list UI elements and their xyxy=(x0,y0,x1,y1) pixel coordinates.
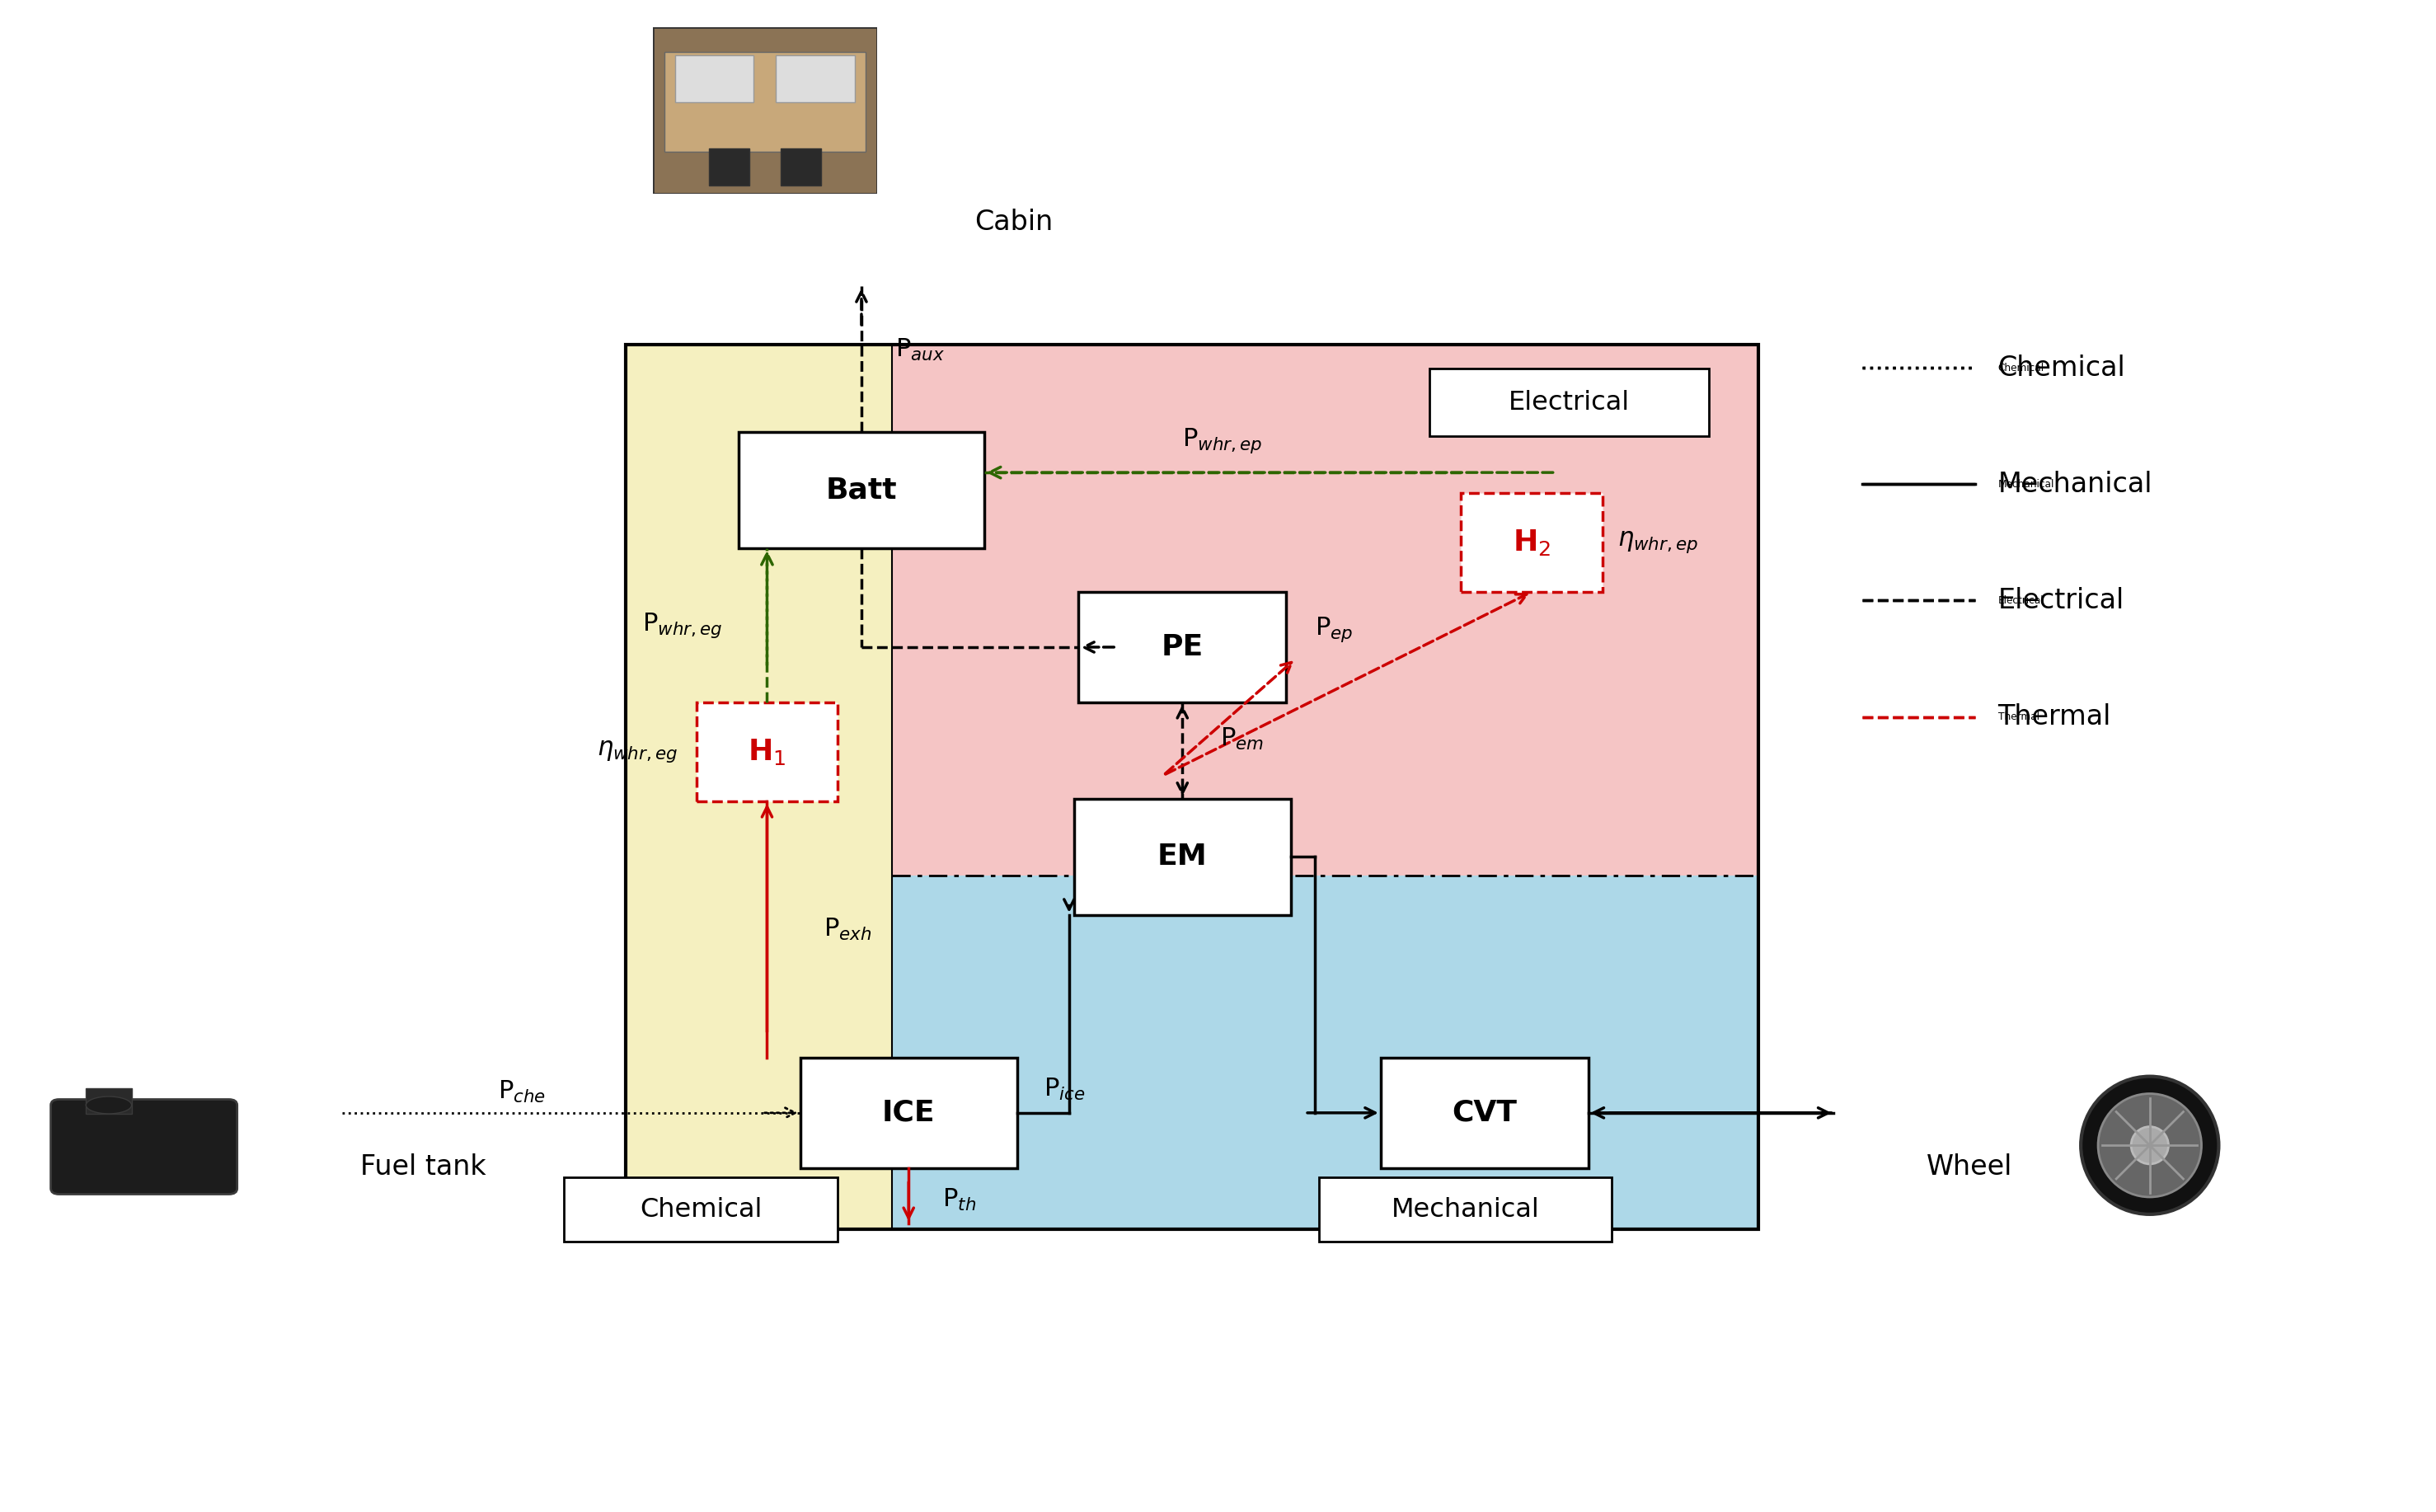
Bar xyxy=(780,148,821,184)
Bar xyxy=(709,148,750,184)
FancyBboxPatch shape xyxy=(51,1099,236,1194)
Bar xyxy=(799,1057,1018,1169)
Bar xyxy=(626,345,1759,1229)
Text: Mechanical: Mechanical xyxy=(1391,1196,1540,1222)
Bar xyxy=(1462,493,1603,591)
Bar xyxy=(1074,798,1291,915)
Text: P$_{ep}$: P$_{ep}$ xyxy=(1315,615,1352,644)
Text: Chemical: Chemical xyxy=(641,1196,762,1222)
Bar xyxy=(738,432,984,549)
Bar xyxy=(892,345,1759,875)
Ellipse shape xyxy=(85,1096,132,1114)
Bar xyxy=(665,51,865,151)
Bar xyxy=(675,56,753,101)
Text: P$_{whr,ep}$: P$_{whr,ep}$ xyxy=(1181,426,1262,455)
Bar xyxy=(85,1089,132,1114)
Bar xyxy=(626,345,892,1229)
Bar xyxy=(1079,591,1286,703)
Text: $\eta_{whr,eg}$: $\eta_{whr,eg}$ xyxy=(597,739,677,765)
Text: P$_{ice}$: P$_{ice}$ xyxy=(1043,1077,1084,1102)
Text: P$_{whr,eg}$: P$_{whr,eg}$ xyxy=(643,611,721,640)
Text: Thermal: Thermal xyxy=(1998,703,2112,730)
Text: Thermal: Thermal xyxy=(1998,712,2039,723)
Circle shape xyxy=(2097,1093,2202,1198)
Text: Fuel tank: Fuel tank xyxy=(361,1154,487,1181)
Text: P$_{exh}$: P$_{exh}$ xyxy=(823,916,872,942)
Text: Chemical: Chemical xyxy=(1998,363,2044,373)
Text: Electrical: Electrical xyxy=(1508,390,1630,416)
Text: P$_{aux}$: P$_{aux}$ xyxy=(896,337,945,363)
Circle shape xyxy=(2080,1077,2219,1214)
Text: P$_{che}$: P$_{che}$ xyxy=(497,1080,546,1105)
Text: Cabin: Cabin xyxy=(974,209,1052,236)
Text: CVT: CVT xyxy=(1452,1099,1518,1126)
Bar xyxy=(892,875,1759,1229)
Text: H$_2$: H$_2$ xyxy=(1513,528,1552,558)
Bar xyxy=(697,703,838,801)
Text: Batt: Batt xyxy=(826,476,896,503)
Text: P$_{th}$: P$_{th}$ xyxy=(943,1187,977,1213)
Text: Chemical: Chemical xyxy=(1998,354,2127,381)
Bar xyxy=(1320,1178,1613,1241)
Bar xyxy=(1381,1057,1588,1169)
Text: Mechanical: Mechanical xyxy=(1998,479,2054,490)
Text: Wheel: Wheel xyxy=(1927,1154,2012,1181)
Bar xyxy=(777,56,855,101)
Bar xyxy=(565,1178,838,1241)
Text: EM: EM xyxy=(1157,842,1208,871)
Text: ICE: ICE xyxy=(882,1099,935,1126)
Text: $\eta_{whr,ep}$: $\eta_{whr,ep}$ xyxy=(1618,529,1698,555)
Text: H$_1$: H$_1$ xyxy=(748,736,787,767)
Text: Mechanical: Mechanical xyxy=(1998,470,2153,497)
Text: Electrical: Electrical xyxy=(1998,596,2044,606)
Text: P$_{em}$: P$_{em}$ xyxy=(1220,726,1264,751)
Bar xyxy=(1430,369,1710,437)
Circle shape xyxy=(2132,1126,2168,1164)
Text: PE: PE xyxy=(1162,634,1203,661)
Text: Electrical: Electrical xyxy=(1998,587,2124,614)
